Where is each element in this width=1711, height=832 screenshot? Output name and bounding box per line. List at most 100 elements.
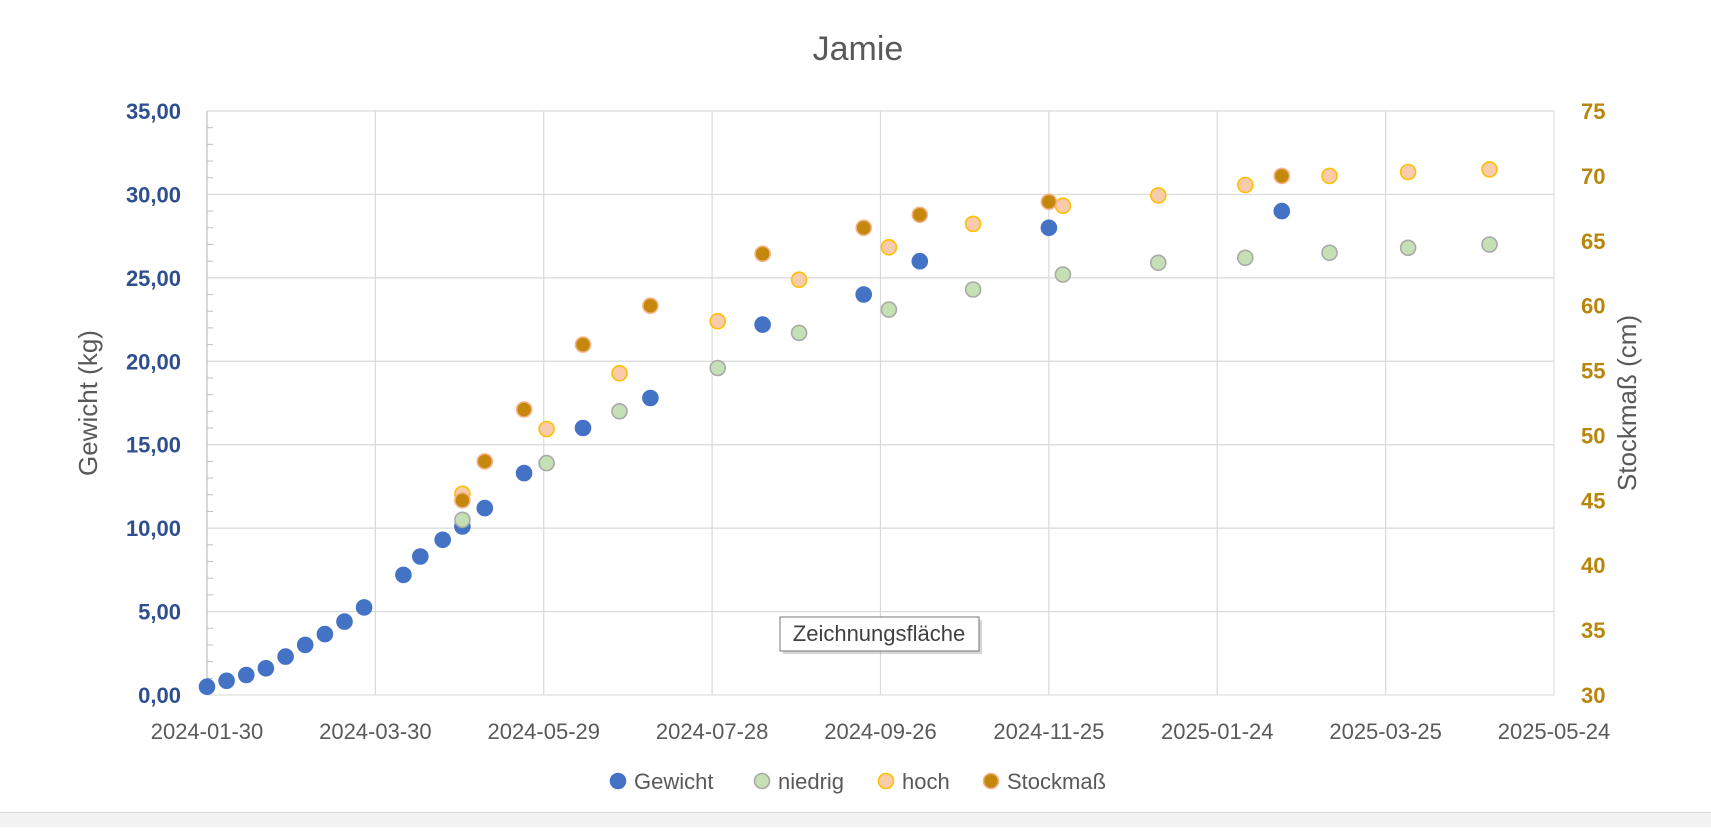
data-point[interactable] <box>1481 161 1498 178</box>
chart-title: Jamie <box>813 30 904 68</box>
data-point[interactable] <box>476 499 494 517</box>
data-point[interactable] <box>1481 236 1498 253</box>
data-point[interactable] <box>454 491 471 509</box>
legend-item[interactable]: Stockmaß <box>982 769 1107 794</box>
data-point[interactable] <box>198 678 216 696</box>
data-point[interactable] <box>574 419 592 437</box>
data-point[interactable] <box>1237 176 1254 194</box>
series-stockma- <box>454 167 1291 509</box>
data-point[interactable] <box>1399 163 1417 181</box>
data-point[interactable] <box>218 672 235 690</box>
right-axis-title: Stockmaß (cm) <box>1612 315 1642 491</box>
legend-item[interactable]: hoch <box>877 769 950 794</box>
data-point[interactable] <box>538 420 555 438</box>
data-point[interactable] <box>1237 249 1254 267</box>
data-point[interactable] <box>1150 187 1167 204</box>
legend-label: Gewicht <box>634 769 713 794</box>
data-point[interactable] <box>454 511 471 529</box>
data-point[interactable] <box>709 359 727 377</box>
series-niedrig <box>454 236 1498 529</box>
data-point[interactable] <box>395 566 412 584</box>
data-point[interactable] <box>411 548 429 565</box>
legend-item[interactable]: niedrig <box>753 769 845 794</box>
data-point[interactable] <box>855 286 873 303</box>
data-point[interactable] <box>754 316 771 333</box>
right-tick-label: 55 <box>1581 359 1605 384</box>
data-point[interactable] <box>574 336 592 353</box>
data-point[interactable] <box>880 301 898 318</box>
data-point[interactable] <box>855 219 873 237</box>
left-axis-ticks: 0,00 5,00 10,00 15,00 20,00 25,00 30,00 35,00 <box>126 99 213 708</box>
x-tick-label: 2024-05-29 <box>487 719 600 744</box>
data-point[interactable] <box>642 297 659 315</box>
data-point[interactable] <box>1150 254 1167 272</box>
x-tick-label: 2025-05-24 <box>1498 719 1611 744</box>
data-point[interactable] <box>790 324 808 342</box>
x-tick-label: 2024-03-30 <box>319 719 432 744</box>
legend-marker <box>877 772 895 790</box>
data-point[interactable] <box>1040 219 1058 237</box>
left-tick-label: 10,00 <box>126 516 181 541</box>
data-point[interactable] <box>754 245 771 263</box>
left-tick-label: 30,00 <box>126 182 181 207</box>
left-tick-label: 5,00 <box>138 600 181 625</box>
data-point[interactable] <box>434 531 452 549</box>
x-tick-label: 2024-09-26 <box>824 719 937 744</box>
data-point[interactable] <box>316 625 334 643</box>
legend-label: niedrig <box>778 769 844 794</box>
data-point[interactable] <box>642 389 659 407</box>
data-point[interactable] <box>476 453 494 470</box>
data-point[interactable] <box>1273 167 1291 185</box>
x-tick-label: 2024-01-30 <box>151 719 264 744</box>
data-point[interactable] <box>1273 202 1291 220</box>
data-point[interactable] <box>515 401 533 418</box>
tooltip-text: Zeichnungsfläche <box>793 621 965 646</box>
right-axis-ticks: 30 35 40 45 50 55 60 65 70 75 <box>1581 99 1605 708</box>
legend: Gewicht niedrig hoch Stockmaß <box>609 769 1107 794</box>
x-tick-label: 2024-07-28 <box>656 719 769 744</box>
legend-marker <box>753 772 771 790</box>
data-point[interactable] <box>911 252 929 270</box>
x-axis: 2024-01-30 2024-03-30 2024-05-29 2024-07-28… <box>151 719 1611 744</box>
data-point[interactable] <box>257 659 275 677</box>
legend-item[interactable]: Gewicht <box>609 769 714 794</box>
data-point[interactable] <box>709 312 727 330</box>
data-point[interactable] <box>880 239 898 256</box>
data-point[interactable] <box>964 215 982 233</box>
data-point[interactable] <box>611 402 628 420</box>
data-point[interactable] <box>1321 244 1338 262</box>
right-tick-label: 30 <box>1581 683 1605 708</box>
data-point[interactable] <box>1054 266 1072 283</box>
data-point[interactable] <box>1040 193 1058 211</box>
data-point[interactable] <box>238 666 255 684</box>
x-tick-label: 2024-11-25 <box>993 719 1104 744</box>
legend-marker <box>982 772 1000 790</box>
data-point[interactable] <box>790 271 808 289</box>
data-point[interactable] <box>538 454 555 472</box>
legend-marker <box>609 772 627 790</box>
series-hoch <box>454 161 1498 503</box>
data-point[interactable] <box>277 648 294 665</box>
window-bottom-edge <box>0 812 1711 827</box>
right-tick-label: 45 <box>1581 488 1605 513</box>
data-point[interactable] <box>355 599 373 616</box>
data-point[interactable] <box>1399 239 1417 257</box>
tooltip-box <box>779 616 980 652</box>
data-point[interactable] <box>515 464 533 482</box>
left-tick-label: 15,00 <box>126 433 181 458</box>
right-tick-label: 70 <box>1581 164 1605 189</box>
data-point[interactable] <box>964 281 982 298</box>
left-tick-label: 25,00 <box>126 266 181 291</box>
data-point[interactable] <box>336 613 353 630</box>
legend-label: hoch <box>902 769 950 794</box>
legend-label: Stockmaß <box>1007 769 1106 794</box>
data-point[interactable] <box>911 206 929 224</box>
x-tick-label: 2025-03-25 <box>1329 719 1442 744</box>
left-tick-label: 0,00 <box>138 683 181 708</box>
data-point[interactable] <box>1321 167 1338 185</box>
data-point[interactable] <box>296 636 314 654</box>
data-point[interactable] <box>611 364 628 382</box>
data-point[interactable] <box>1054 197 1072 214</box>
right-tick-label: 40 <box>1581 553 1605 578</box>
